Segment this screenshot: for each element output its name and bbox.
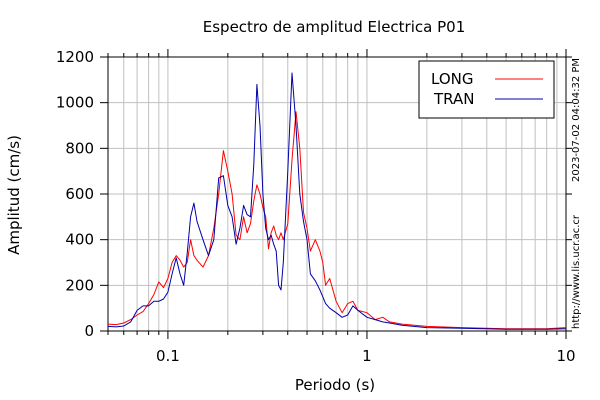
y-tick-label: 800 — [65, 139, 94, 157]
x-tick-label: 10 — [556, 347, 575, 365]
website-note: http://www.lis.ucr.ac.cr — [571, 214, 582, 329]
y-tick-label: 600 — [65, 185, 94, 203]
chart-title: Espectro de amplitud Electrica P01 — [203, 18, 466, 36]
legend: LONG TRAN — [418, 60, 555, 119]
series-layer — [108, 72, 566, 330]
y-tick-label: 200 — [65, 276, 94, 294]
y-tick-label: 1000 — [56, 94, 94, 112]
series-line-long — [108, 111, 566, 330]
x-axis: 0.1 1 10 — [107, 49, 576, 365]
y-tick-label: 400 — [65, 231, 94, 249]
legend-label-long: LONG — [431, 70, 473, 88]
y-tick-label: 0 — [84, 322, 94, 340]
x-tick-label: 1 — [362, 347, 372, 365]
x-axis-label: Periodo (s) — [295, 376, 375, 394]
timestamp-note: 2023-07-02 04:04:32 PM — [571, 58, 582, 182]
legend-label-tran: TRAN — [433, 90, 474, 108]
y-tick-label: 1200 — [56, 48, 94, 66]
legend-box — [418, 60, 555, 119]
y-axis: 0 200 400 600 800 1000 1200 — [56, 48, 572, 340]
series-line-tran — [108, 72, 566, 330]
y-axis-label: Amplitud (cm/s) — [5, 135, 23, 255]
x-tick-label: 0.1 — [156, 347, 180, 365]
